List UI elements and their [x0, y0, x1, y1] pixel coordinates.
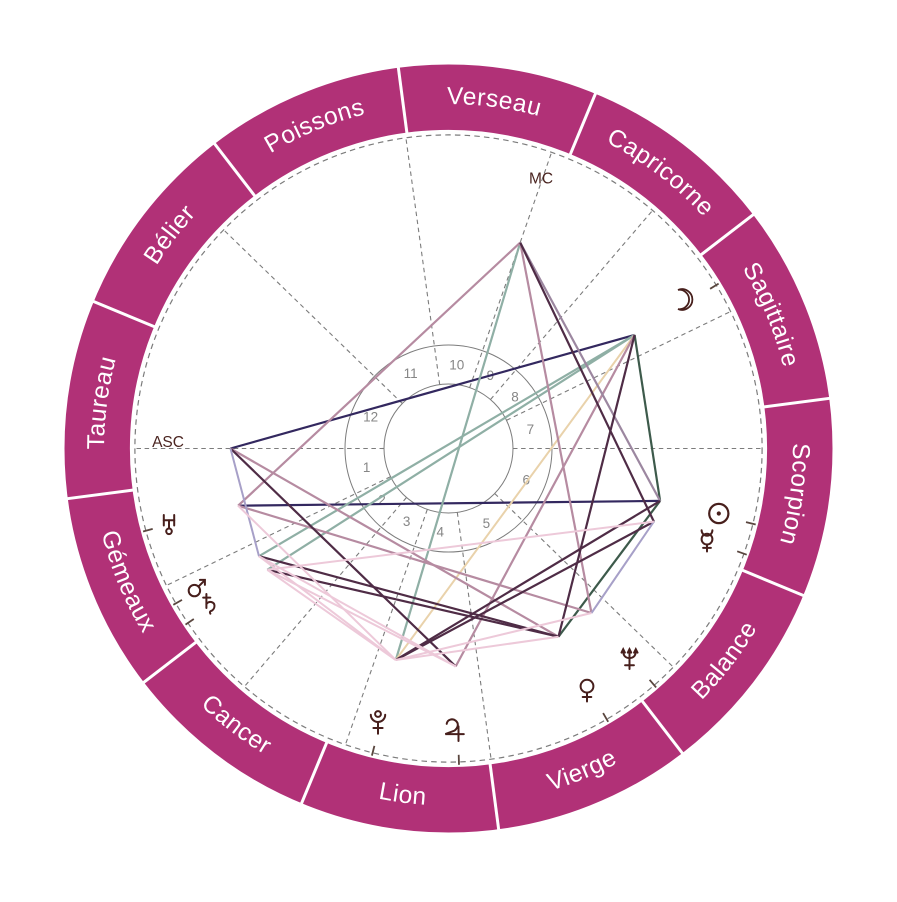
svg-text:7: 7	[527, 422, 535, 437]
svg-text:11: 11	[404, 366, 418, 381]
svg-text:1: 1	[363, 460, 371, 475]
svg-text:8: 8	[511, 390, 519, 405]
svg-text:ASC: ASC	[152, 434, 184, 451]
svg-text:5: 5	[483, 516, 491, 531]
svg-text:3: 3	[403, 514, 411, 529]
svg-text:10: 10	[449, 357, 464, 372]
svg-text:MC: MC	[529, 171, 553, 188]
svg-text:4: 4	[436, 525, 444, 540]
